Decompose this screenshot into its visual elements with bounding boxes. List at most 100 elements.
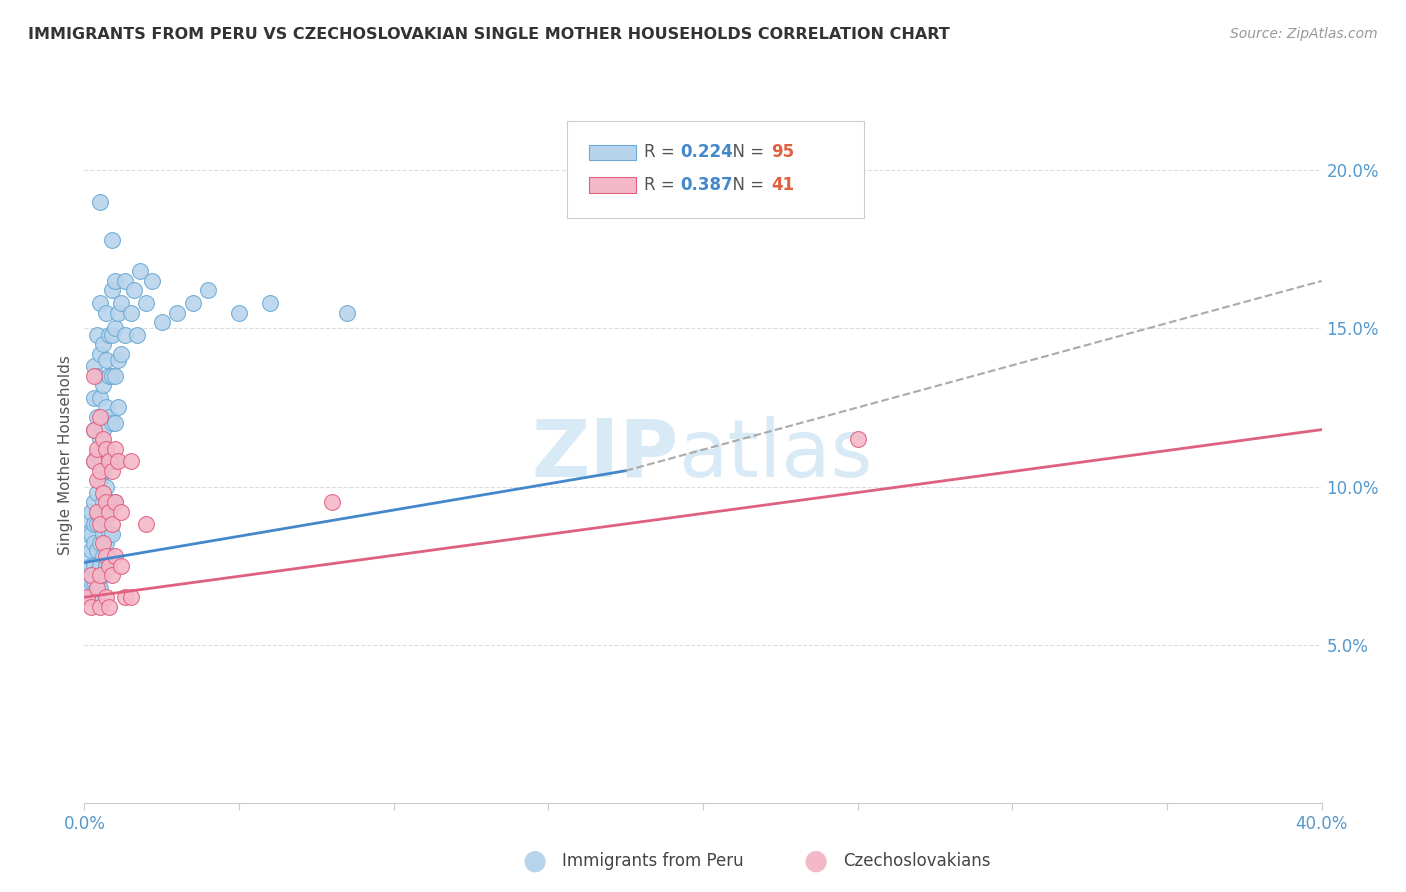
Point: [83, 454, 105, 468]
FancyBboxPatch shape: [589, 178, 636, 193]
Point: [79, 591, 101, 605]
Point: [104, 321, 127, 335]
Point: [110, 347, 132, 361]
Point: [94, 442, 117, 456]
Point: [94, 511, 117, 525]
Point: [104, 454, 127, 468]
Point: [181, 296, 204, 310]
Point: [76, 527, 98, 541]
Point: [94, 536, 117, 550]
Point: [104, 549, 127, 563]
Point: [89, 194, 111, 209]
Point: [91, 568, 114, 582]
Point: [228, 305, 250, 319]
Point: [86, 565, 108, 579]
Point: [101, 327, 124, 342]
Point: [91, 378, 114, 392]
Point: [89, 409, 111, 424]
Text: 95: 95: [770, 144, 794, 161]
Text: ZIP: ZIP: [531, 416, 678, 494]
Point: [89, 517, 111, 532]
Point: [83, 558, 105, 573]
Point: [86, 517, 108, 532]
Point: [79, 574, 101, 589]
Point: [83, 391, 105, 405]
Point: [89, 296, 111, 310]
Point: [110, 558, 132, 573]
Point: [150, 315, 173, 329]
Point: [141, 274, 163, 288]
Point: [104, 442, 127, 456]
Point: [89, 558, 111, 573]
Point: [79, 558, 101, 573]
Point: [101, 417, 124, 431]
Point: [166, 305, 188, 319]
Point: [98, 409, 121, 424]
Point: [89, 464, 111, 478]
Point: [107, 305, 129, 319]
Point: [89, 599, 111, 614]
Point: [86, 542, 108, 557]
Point: [86, 505, 108, 519]
Point: [86, 473, 108, 487]
Point: [83, 423, 105, 437]
Point: [94, 549, 117, 563]
Point: [110, 296, 132, 310]
Point: [89, 568, 111, 582]
Point: [98, 558, 121, 573]
Point: [101, 568, 124, 582]
Point: [104, 274, 127, 288]
Point: [107, 353, 129, 368]
Point: [104, 368, 127, 383]
FancyBboxPatch shape: [567, 121, 863, 219]
Point: [120, 454, 142, 468]
Point: [94, 479, 117, 493]
Point: [89, 581, 111, 595]
Point: [91, 536, 114, 550]
Text: 0.387: 0.387: [681, 176, 734, 194]
Point: [101, 517, 124, 532]
Point: [110, 505, 132, 519]
Point: [129, 264, 152, 278]
Point: [120, 591, 142, 605]
Text: ●: ●: [803, 847, 828, 875]
Point: [98, 368, 121, 383]
Point: [321, 495, 343, 509]
Point: [122, 284, 145, 298]
Point: [91, 432, 114, 446]
Point: [91, 486, 114, 500]
Point: [79, 542, 101, 557]
Point: [98, 549, 121, 563]
Point: [76, 511, 98, 525]
Point: [86, 442, 108, 456]
Point: [197, 284, 219, 298]
Point: [83, 359, 105, 374]
Point: [89, 536, 111, 550]
Point: [91, 423, 114, 437]
Text: R =: R =: [644, 176, 679, 194]
Point: [94, 305, 117, 319]
Point: [79, 505, 101, 519]
Point: [107, 401, 129, 415]
Point: [101, 464, 124, 478]
Point: [98, 327, 121, 342]
Point: [98, 495, 121, 509]
Text: IMMIGRANTS FROM PERU VS CZECHOSLOVAKIAN SINGLE MOTHER HOUSEHOLDS CORRELATION CHA: IMMIGRANTS FROM PERU VS CZECHOSLOVAKIAN …: [28, 27, 950, 42]
Point: [94, 353, 117, 368]
Point: [83, 517, 105, 532]
Point: [86, 448, 108, 462]
Point: [94, 495, 117, 509]
Point: [79, 599, 101, 614]
Point: [101, 284, 124, 298]
Point: [101, 454, 124, 468]
Point: [98, 527, 121, 541]
Point: [83, 423, 105, 437]
Point: [91, 527, 114, 541]
Point: [86, 591, 108, 605]
Point: [94, 401, 117, 415]
Point: [135, 296, 157, 310]
Point: [114, 591, 136, 605]
Point: [83, 536, 105, 550]
Point: [89, 391, 111, 405]
Text: 41: 41: [770, 176, 794, 194]
